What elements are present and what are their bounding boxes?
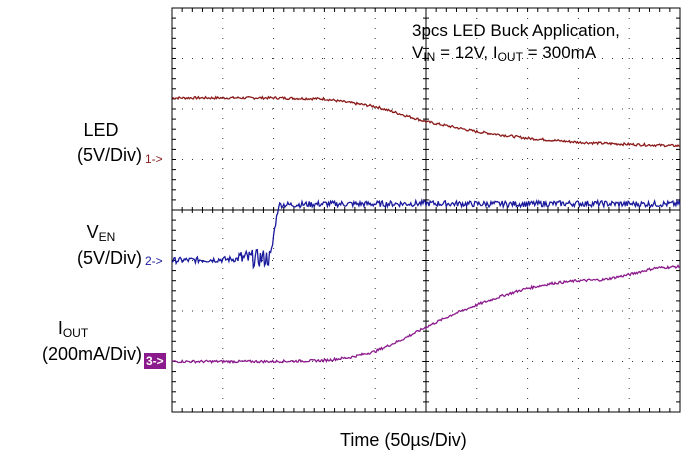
channel-2-scale: (5V/Div): [76, 248, 142, 268]
vin-sub: IN: [423, 50, 436, 64]
channel-3-marker: 3->: [144, 353, 166, 369]
iout-symbol: I: [492, 43, 498, 62]
channel-1-label: LED (5V/Div): [60, 120, 142, 166]
vin-symbol: V: [412, 43, 424, 62]
channel-3-name-sub: OUT: [62, 326, 89, 340]
channel-2-name-sub: EN: [98, 230, 116, 244]
channel-2-marker: 2->: [145, 254, 163, 268]
traces: [171, 95, 681, 365]
channel-1-scale: (5V/Div): [76, 145, 142, 165]
trace-1: [171, 95, 681, 148]
channel-2-label: VEN (5V/Div): [60, 222, 142, 269]
channel-1-marker: 1->: [145, 152, 163, 166]
channel-3-label: IOUT (200mA/Div): [4, 318, 142, 365]
annotation-line-2: VIN = 12V, IOUT = 300mA: [412, 42, 620, 68]
vin-value: = 12V,: [435, 43, 493, 62]
iout-value: = 300mA: [522, 43, 597, 62]
channel-2-name: V: [86, 222, 99, 242]
iout-sub: OUT: [497, 50, 523, 64]
channel-1-name: LED: [83, 120, 119, 140]
annotation-line-1: 3pcs LED Buck Application,: [412, 21, 620, 40]
trace-3: [171, 264, 681, 365]
channel-3-name: I: [57, 318, 63, 338]
test-condition-annotation: 3pcs LED Buck Application, VIN = 12V, IO…: [412, 20, 620, 68]
trace-2: [171, 198, 681, 270]
grid: [171, 7, 681, 413]
channel-3-scale: (200mA/Div): [41, 344, 142, 364]
x-axis-label: Time (50µs/Div): [340, 430, 467, 450]
